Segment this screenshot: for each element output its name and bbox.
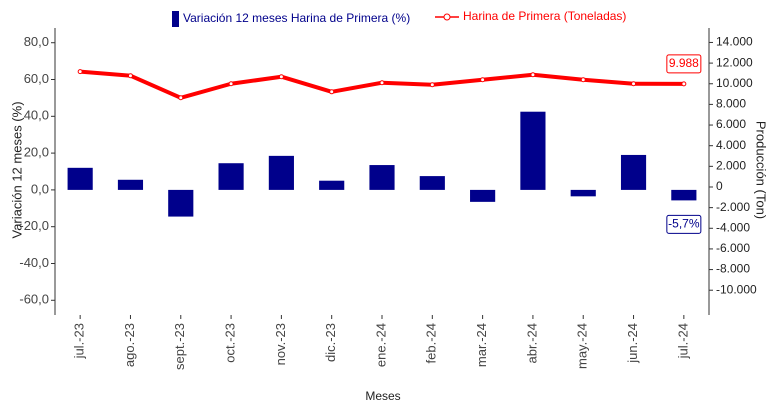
line-point (278, 74, 284, 80)
y2-tick-label: -2.000 (716, 200, 750, 214)
x-tick-label: jul.-23 (72, 323, 87, 359)
y-axis-title: Variación 12 meses (%) (9, 101, 24, 238)
bar (117, 179, 144, 190)
data-label: -5,7% (668, 217, 700, 231)
line-point (681, 81, 687, 87)
data-label-box (666, 214, 702, 234)
y2-tick-label: -4.000 (716, 220, 750, 234)
x-tick-label: abr.-24 (524, 323, 539, 363)
y2-tick-label: 8.000 (716, 97, 746, 111)
line-point (429, 82, 435, 88)
x-axis-title: Meses (365, 389, 400, 403)
y2-tick-label: -8.000 (716, 262, 750, 276)
line-point (580, 77, 586, 83)
y2-tick-label: 4.000 (716, 138, 746, 152)
x-tick-label: sept.-23 (172, 323, 187, 370)
bar (369, 165, 395, 190)
y-tick-label: -20,0 (19, 218, 49, 233)
bar (620, 154, 647, 190)
x-tick-label: may.-24 (575, 323, 590, 369)
bar (319, 180, 345, 190)
y-tick-label: 80,0 (24, 34, 49, 49)
bar (570, 189, 596, 197)
data-label: 9.988 (669, 56, 699, 70)
line-point (480, 77, 486, 83)
bar (671, 189, 697, 201)
y2-tick-label: 0 (716, 179, 723, 193)
bar (419, 176, 445, 190)
y2-tick-label: -6.000 (716, 241, 750, 255)
y2-tick-label: 14.000 (716, 35, 753, 49)
x-tick-label: feb.-24 (424, 323, 439, 363)
y-tick-label: 60,0 (24, 71, 49, 86)
y-tick-label: 20,0 (24, 145, 49, 160)
x-tick-label: ene.-24 (373, 323, 388, 367)
line-point (329, 89, 335, 95)
bar (268, 155, 294, 190)
y2-tick-label: 10.000 (716, 76, 753, 90)
x-tick-label: jun.-24 (625, 323, 640, 364)
x-tick-label: ago.-23 (122, 323, 137, 367)
y2-tick-label: 2.000 (716, 159, 746, 173)
y2-tick-label: -10.000 (716, 282, 757, 296)
line-point (77, 69, 83, 75)
y-tick-label: 40,0 (24, 108, 49, 123)
bar (67, 167, 93, 190)
bar (218, 163, 244, 190)
line-point (228, 81, 234, 87)
y-tick-label: -60,0 (19, 292, 49, 307)
data-label-box (666, 54, 702, 74)
x-tick-label: jul.-24 (675, 323, 690, 359)
legend-label: Variación 12 meses Harina de Primera (%) (183, 11, 410, 25)
bar (520, 111, 546, 190)
line-point (530, 72, 536, 78)
y-tick-label: 0,0 (31, 181, 49, 196)
x-tick-label: nov.-23 (273, 323, 288, 365)
line-point (379, 80, 385, 86)
legend-swatch (172, 11, 179, 27)
legend-swatch-point (443, 13, 451, 21)
x-tick-label: oct.-23 (223, 323, 238, 363)
bar (470, 189, 496, 202)
y2-tick-label: 6.000 (716, 117, 746, 131)
y2-axis-title: Producción (Ton) (754, 121, 769, 219)
y2-tick-label: 12.000 (716, 55, 753, 69)
legend-label: Harina de Primera (Toneladas) (463, 9, 626, 23)
x-tick-label: mar.-24 (474, 323, 489, 367)
bar (168, 189, 194, 217)
x-tick-label: dic.-23 (323, 323, 338, 362)
line-point (127, 73, 133, 79)
y-tick-label: -40,0 (19, 255, 49, 270)
line-point (178, 95, 184, 101)
line-point (631, 81, 637, 87)
